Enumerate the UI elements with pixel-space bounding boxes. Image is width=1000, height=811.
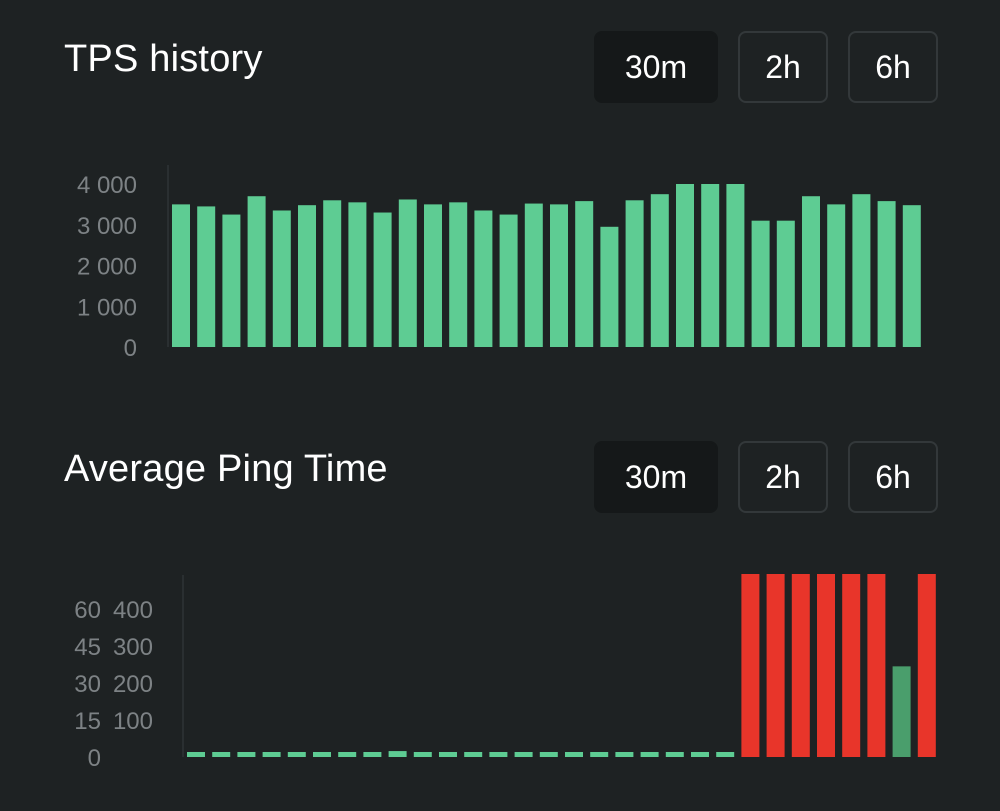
tps-bar <box>600 226 619 347</box>
ping-bar <box>565 752 583 757</box>
average-ping-panel: Average Ping Time 30m 2h 6h 0 15 30 45 60 100… <box>0 410 1000 810</box>
tps-bar <box>650 194 669 347</box>
tps-bar <box>827 204 846 347</box>
ping-bar <box>413 752 432 757</box>
ping-y-tick-label-left: 15 <box>74 708 101 735</box>
tps-y-tick-label: 2 000 <box>77 254 137 281</box>
tps-history-panel: TPS history 30m 2h 6h 0 1 000 2 000 3 000 4 … <box>0 0 1000 400</box>
ping-bar <box>691 752 709 757</box>
tps-bar <box>272 210 291 347</box>
ping-range-30m-button[interactable]: 30m <box>594 441 718 513</box>
tps-bar <box>550 204 568 347</box>
tps-range-selector: 30m 2h 6h <box>594 31 938 103</box>
ping-y-tick-label-left: 45 <box>74 634 101 661</box>
ping-bar <box>212 752 231 757</box>
ping-bar <box>363 752 382 757</box>
tps-bar <box>802 196 820 347</box>
tps-bar <box>222 214 241 347</box>
tps-bar <box>726 184 745 347</box>
tps-bar <box>247 196 266 347</box>
ping-bar <box>590 752 609 757</box>
ping-range-selector: 30m 2h 6h <box>594 441 938 513</box>
ping-bar <box>665 752 684 757</box>
tps-y-tick-label: 0 <box>124 335 137 362</box>
tps-bar <box>197 206 216 347</box>
tps-y-tick-label: 1 000 <box>77 294 137 321</box>
ping-bar <box>187 752 205 757</box>
tps-range-30m-button[interactable]: 30m <box>594 31 718 103</box>
ping-bar <box>464 752 483 757</box>
ping-bar <box>892 666 911 757</box>
tps-bar <box>424 204 442 347</box>
ping-bar <box>842 574 861 757</box>
tps-bar <box>323 200 342 347</box>
tps-history-title: TPS history <box>64 38 263 80</box>
tps-y-tick-label: 4 000 <box>77 172 137 199</box>
tps-bar <box>298 205 316 347</box>
ping-y-tick-label-right: 300 <box>113 634 153 661</box>
ping-y-tick-label-left: 30 <box>74 671 101 698</box>
ping-y-tick-label-left: 60 <box>74 597 101 624</box>
tps-range-2h-button[interactable]: 2h <box>738 31 828 103</box>
tps-history-chart: 0 1 000 2 000 3 000 4 000 <box>77 165 921 362</box>
ping-y-tick-label-right: 100 <box>113 708 153 735</box>
ping-bar <box>237 752 256 757</box>
tps-bar <box>499 214 518 347</box>
ping-bar <box>287 752 306 757</box>
ping-y-tick-label-left: 0 <box>88 745 101 772</box>
ping-bar <box>539 752 558 757</box>
tps-bar <box>348 202 367 347</box>
ping-bar <box>766 574 785 757</box>
tps-bar <box>877 201 896 347</box>
tps-bar <box>676 184 694 347</box>
ping-bar <box>791 574 810 757</box>
ping-range-6h-button[interactable]: 6h <box>848 441 938 513</box>
ping-bar <box>867 574 886 757</box>
ping-bar <box>338 752 357 757</box>
tps-range-6h-button[interactable]: 6h <box>848 31 938 103</box>
tps-bar <box>398 199 417 347</box>
ping-y-tick-label-right: 400 <box>113 597 153 624</box>
ping-bar <box>917 574 936 757</box>
ping-y-tick-label-right: 200 <box>113 671 153 698</box>
ping-bar <box>388 751 407 757</box>
ping-bar <box>817 574 835 757</box>
ping-bar <box>640 752 659 757</box>
ping-bar <box>741 574 760 757</box>
tps-bar <box>449 202 468 347</box>
average-ping-title: Average Ping Time <box>64 448 388 490</box>
average-ping-chart: 0 15 30 45 60 100 200 300 400 <box>74 574 936 772</box>
tps-y-tick-label: 3 000 <box>77 213 137 240</box>
ping-bar <box>514 752 533 757</box>
ping-bar <box>615 752 634 757</box>
ping-range-2h-button[interactable]: 2h <box>738 441 828 513</box>
ping-bar <box>716 752 735 757</box>
tps-bar <box>751 220 770 347</box>
tps-bar <box>575 201 594 347</box>
ping-bar <box>262 752 281 757</box>
tps-bar <box>373 212 392 347</box>
tps-bar <box>902 205 921 347</box>
tps-bar <box>625 200 644 347</box>
tps-bar <box>474 210 493 347</box>
tps-bar <box>701 184 720 347</box>
ping-bar <box>439 752 457 757</box>
tps-bar <box>852 194 871 347</box>
tps-bar <box>172 204 190 347</box>
tps-bar <box>776 220 795 347</box>
tps-bar <box>524 203 543 347</box>
ping-bar <box>489 752 508 757</box>
ping-bar <box>313 752 331 757</box>
